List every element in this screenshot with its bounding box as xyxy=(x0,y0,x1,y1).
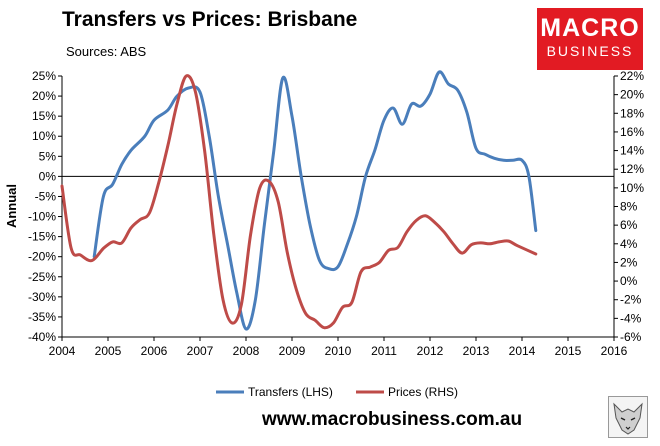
right-tick-label: 10% xyxy=(620,181,644,195)
right-tick-label: -6% xyxy=(620,330,642,344)
x-tick-label: 2006 xyxy=(141,344,168,358)
left-tick-label: -5% xyxy=(35,189,57,203)
right-tick-label: 8% xyxy=(620,200,638,214)
right-tick-label: 22% xyxy=(620,69,644,83)
left-axis-ticks: 25% 20% 15% 10% 5% 0% -5% -10% -15% -20% -25% -30% -… xyxy=(28,69,62,344)
left-tick-label: 5% xyxy=(39,149,57,163)
right-tick-label: -2% xyxy=(620,293,642,307)
plot-frame xyxy=(61,76,615,338)
prices-series-line xyxy=(60,74,538,330)
right-tick-label: 16% xyxy=(620,125,644,139)
legend-label: Prices (RHS) xyxy=(388,385,458,399)
x-tick-label: 2014 xyxy=(509,344,536,358)
x-tick-label: 2016 xyxy=(601,344,628,358)
left-tick-label: -10% xyxy=(28,210,56,224)
left-tick-label: 20% xyxy=(32,89,56,103)
left-tick-label: -30% xyxy=(28,290,56,304)
x-tick-label: 2010 xyxy=(325,344,352,358)
x-tick-label: 2012 xyxy=(417,344,444,358)
left-tick-label: -25% xyxy=(28,270,56,284)
y-axis-label: Annual xyxy=(4,184,19,228)
x-tick-label: 2011 xyxy=(371,344,397,358)
right-axis-ticks: 22% 20% 18% 16% 14% 12% 10% 8% 6% 4% 2% 0% -2% -4% -6% xyxy=(614,69,644,344)
right-tick-label: 4% xyxy=(620,237,638,251)
left-tick-label: 0% xyxy=(39,169,57,183)
x-tick-label: 2004 xyxy=(49,344,76,358)
x-tick-label: 2013 xyxy=(463,344,490,358)
right-tick-label: 6% xyxy=(620,218,638,232)
chart-title: Transfers vs Prices: Brisbane xyxy=(62,8,358,31)
right-tick-label: 14% xyxy=(620,144,644,158)
x-tick-label: 2007 xyxy=(187,344,214,358)
right-tick-label: 12% xyxy=(620,162,644,176)
macrobusiness-logo: MACRO BUSINESS xyxy=(537,8,643,70)
logo-line-2: BUSINESS xyxy=(546,43,634,59)
left-tick-label: -15% xyxy=(28,230,56,244)
right-tick-label: 18% xyxy=(620,106,644,120)
legend-label: Transfers (LHS) xyxy=(248,385,333,399)
right-tick-label: 0% xyxy=(620,274,638,288)
right-tick-label: -4% xyxy=(620,311,642,325)
x-tick-label: 2005 xyxy=(95,344,122,358)
left-tick-label: 10% xyxy=(32,129,56,143)
left-tick-label: -20% xyxy=(28,250,56,264)
x-tick-label: 2008 xyxy=(233,344,260,358)
chart-legend: Transfers (LHS) Prices (RHS) xyxy=(216,385,458,399)
right-tick-label: 20% xyxy=(620,88,644,102)
transfers-series-line xyxy=(92,70,538,331)
chart-source: Sources: ABS xyxy=(66,44,147,59)
left-tick-label: -35% xyxy=(28,310,56,324)
x-tick-label: 2015 xyxy=(555,344,582,358)
series-layer xyxy=(60,70,538,331)
left-tick-label: 15% xyxy=(32,109,56,123)
fox-mascot-icon xyxy=(608,396,648,438)
x-tick-label: 2009 xyxy=(279,344,306,358)
left-tick-label: -40% xyxy=(28,330,56,344)
website-url: www.macrobusiness.com.au xyxy=(262,409,523,430)
right-tick-label: 2% xyxy=(620,255,638,269)
logo-line-1: MACRO xyxy=(540,14,640,42)
x-axis-ticks: 2004 2005 2006 2007 2008 2009 2010 2011 2012 2013… xyxy=(49,337,628,358)
left-tick-label: 25% xyxy=(32,69,56,83)
